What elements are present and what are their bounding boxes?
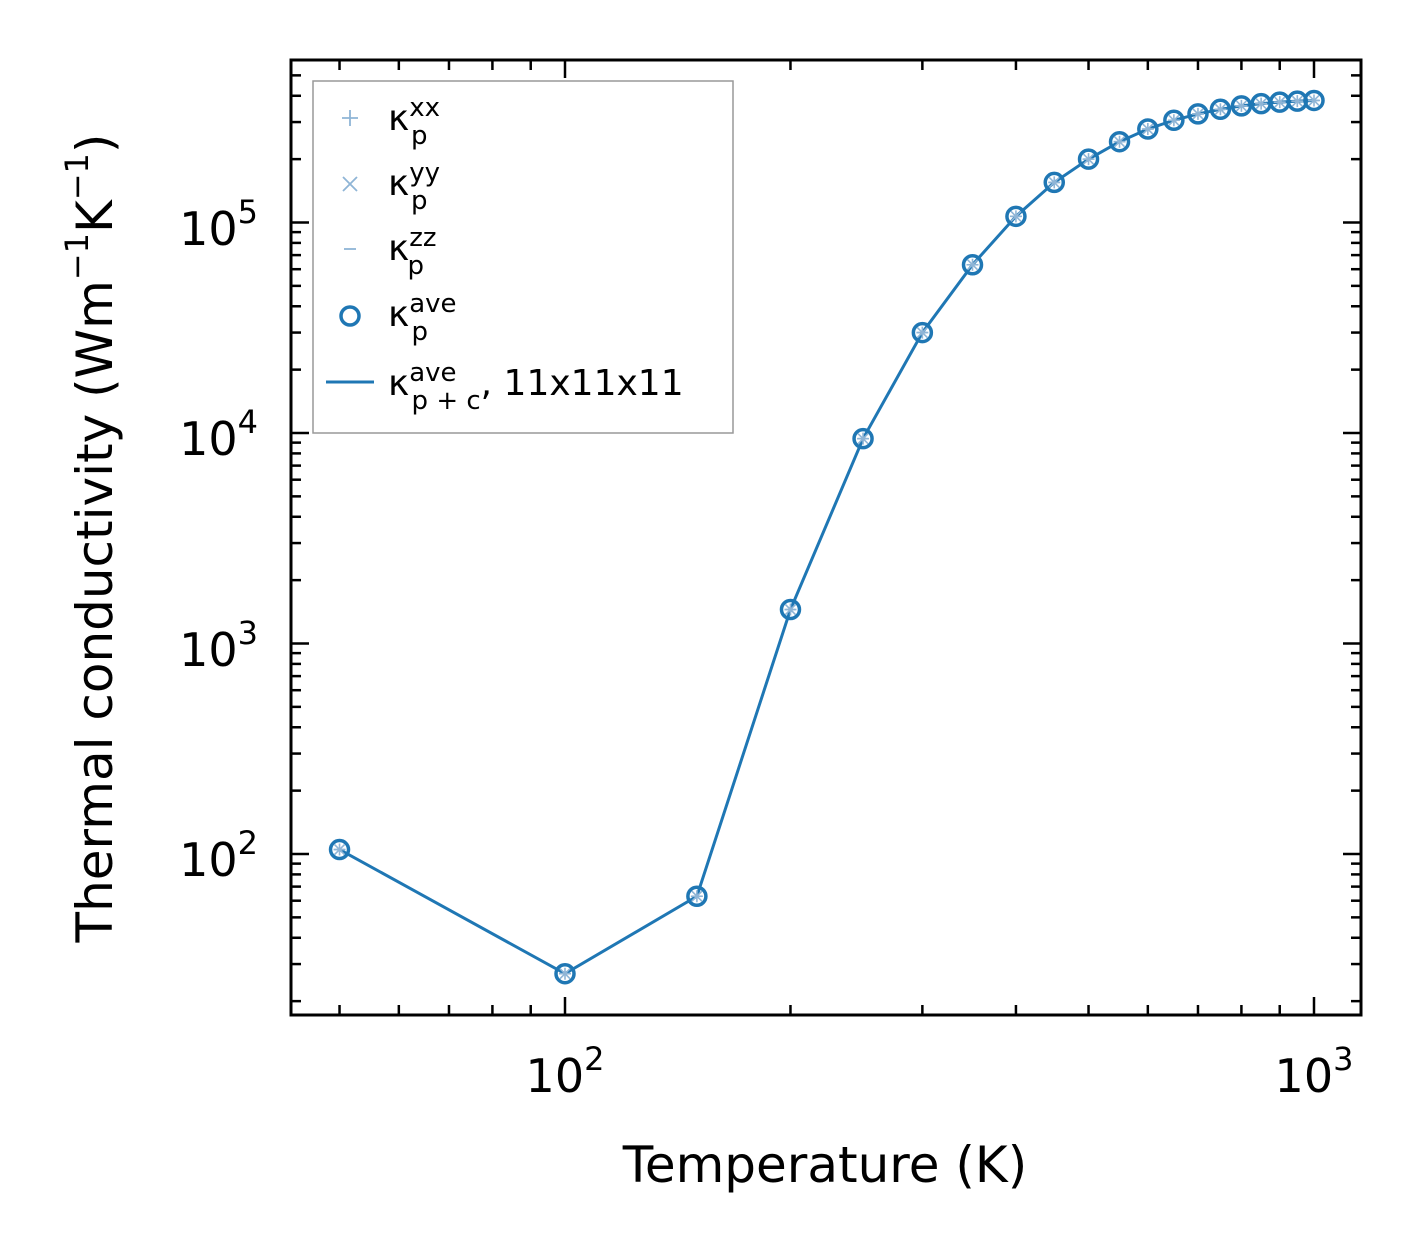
major-ticks bbox=[291, 60, 1361, 1015]
marker-kave-circle bbox=[779, 598, 802, 621]
legend-label-kave: κave p bbox=[388, 289, 457, 347]
y-axis-title: Thermal conductivity (Wm−1K−1) bbox=[58, 134, 124, 944]
legend-handle-x bbox=[342, 176, 358, 192]
marker-kave-circle bbox=[961, 253, 984, 276]
y-tick-label-1e2: 102 bbox=[179, 824, 258, 887]
legend-handles bbox=[326, 110, 374, 384]
marker-kave-circle bbox=[686, 885, 708, 907]
legend-handle-circle bbox=[339, 305, 361, 327]
marker-kave-circle bbox=[1303, 89, 1325, 112]
x-tick-label-1e2: 102 bbox=[526, 1040, 605, 1103]
y-tick-label-1e3: 103 bbox=[179, 614, 258, 677]
legend-box bbox=[312, 80, 734, 434]
minor-ticks bbox=[291, 60, 1361, 1015]
marker-kave-circle bbox=[1163, 109, 1185, 132]
marker-kave-circle bbox=[1108, 130, 1131, 153]
marker-kave-circle bbox=[1230, 95, 1253, 117]
marker-kave-circle bbox=[911, 321, 934, 344]
legend-label-kzz: κzz p bbox=[388, 223, 437, 281]
x-tick-labels: 102 103 bbox=[526, 1040, 1354, 1103]
marker-kave-circle bbox=[1005, 205, 1027, 228]
legend-label-kpc: κave p + c, 11x11x11 bbox=[388, 358, 684, 416]
marker-kave-circle bbox=[554, 962, 576, 985]
legend-label-kyy: κyy p bbox=[388, 158, 440, 216]
y-tick-labels: 102 103 104 105 bbox=[179, 193, 258, 887]
marker-kave-circle bbox=[1077, 148, 1100, 170]
legend: κxx p κyy p κzz p κave p κave p + c, 11x11x11 bbox=[312, 80, 734, 434]
x-axis-title: Temperature (K) bbox=[622, 1136, 1027, 1194]
legend-handle-plus bbox=[342, 110, 358, 126]
legend-label-kxx: κxx p bbox=[388, 93, 440, 151]
y-tick-label-1e5: 105 bbox=[179, 193, 258, 256]
marker-kave-circle bbox=[852, 427, 874, 450]
marker-kave-circle bbox=[1209, 98, 1232, 121]
marker-kave-circle bbox=[328, 838, 351, 861]
data-layer bbox=[328, 89, 1325, 985]
y-tick-label-1e4: 104 bbox=[179, 403, 258, 466]
marker-kave-circle bbox=[1043, 171, 1066, 194]
x-tick-label-1e3: 103 bbox=[1275, 1040, 1354, 1103]
marker-kave-circle bbox=[1137, 118, 1159, 140]
marker-kave-circle bbox=[1187, 103, 1209, 125]
plot-frame bbox=[289, 58, 1363, 1017]
